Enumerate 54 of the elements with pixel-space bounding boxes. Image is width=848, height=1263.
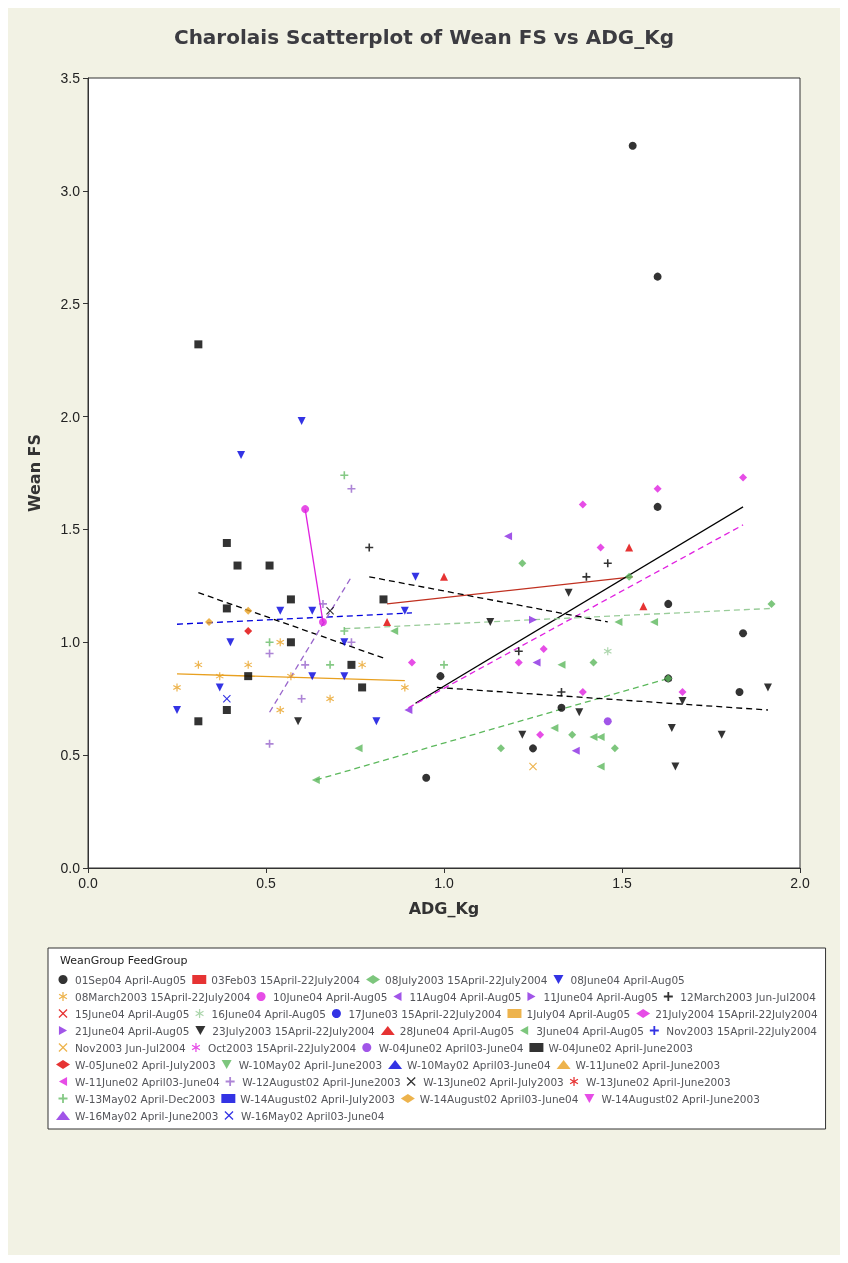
legend-title: WeanGroup FeedGroup xyxy=(60,954,188,967)
legend-label: 08June04 April-Aug05 xyxy=(570,973,685,986)
legend-label: 01Sep04 April-Aug05 xyxy=(75,973,187,986)
legend-label: 16June04 April-Aug05 xyxy=(211,1007,326,1020)
legend-label: Oct2003 15April-22July2004 xyxy=(207,1041,357,1054)
legend-label: W-11June02 April03-June04 xyxy=(75,1075,220,1088)
legend-label: W-14August02 April03-June04 xyxy=(419,1092,579,1105)
legend-label: 08July2003 15April-22July2004 xyxy=(385,973,548,986)
x-tick-label: 0.5 xyxy=(256,875,276,891)
legend-label: 15June04 April-Aug05 xyxy=(75,1007,190,1020)
legend-label: W-16May02 April-June2003 xyxy=(75,1109,219,1122)
legend-label: 10June04 April-Aug05 xyxy=(273,990,388,1003)
x-tick-label: 2.0 xyxy=(790,875,810,891)
legend-label: 28June04 April-Aug05 xyxy=(399,1024,515,1037)
legend-label: 08March2003 15April-22July2004 xyxy=(75,990,251,1003)
legend-label: W-13June02 April-June2003 xyxy=(586,1075,731,1088)
y-tick-label: 0.5 xyxy=(60,747,81,764)
legend-label: W-16May02 April03-June04 xyxy=(240,1109,385,1122)
legend-label: 1July04 April-Aug05 xyxy=(526,1007,631,1020)
legend-label: 3June04 April-Aug05 xyxy=(536,1024,644,1037)
legend-label: 12March2003 Jun-Jul2004 xyxy=(680,990,817,1003)
legend-label: W-14August02 April-June2003 xyxy=(601,1092,760,1105)
legend-label: 21June04 April-Aug05 xyxy=(75,1024,190,1037)
legend-label: W-04June02 April03-June04 xyxy=(378,1041,524,1054)
legend-label: W-14August02 April-July2003 xyxy=(240,1092,395,1105)
legend-label: W-10May02 April-June2003 xyxy=(238,1058,383,1071)
y-tick-label: 0.0 xyxy=(60,860,81,876)
y-tick-label: 3.0 xyxy=(60,182,81,199)
x-tick-label: 0.0 xyxy=(78,875,98,891)
chart-title: Charolais Scatterplot of Wean FS vs ADG_Kg xyxy=(173,25,675,49)
y-tick-label: 1.0 xyxy=(60,634,81,651)
y-axis-title: Wean FS xyxy=(24,433,44,513)
legend-label: W-13May02 April-Dec2003 xyxy=(75,1092,216,1105)
legend-label: W-13June02 April-July2003 xyxy=(423,1075,564,1088)
x-tick-label: 1.0 xyxy=(434,875,454,891)
x-axis-title: ADG_Kg xyxy=(408,898,480,918)
legend-label: 23July2003 15April-22July2004 xyxy=(212,1024,376,1037)
legend-label: W-04June02 April-June2003 xyxy=(548,1041,694,1054)
legend-label: 21July2004 15April-22July2004 xyxy=(655,1007,818,1020)
y-tick-label: 1.5 xyxy=(60,521,81,538)
legend-label: 11Aug04 April-Aug05 xyxy=(409,990,522,1003)
legend-label: 11June04 April-Aug05 xyxy=(543,990,658,1003)
legend-label: Nov2003 Jun-Jul2004 xyxy=(75,1041,187,1054)
legend-label: W-12August02 April-June2003 xyxy=(242,1075,401,1088)
x-tick-label: 1.5 xyxy=(612,875,632,891)
legend-label: W-05June02 April-July2003 xyxy=(75,1058,216,1071)
legend-label: 17June03 15April-22July2004 xyxy=(348,1007,502,1020)
legend-label: W-10May02 April03-June04 xyxy=(407,1058,551,1071)
legend-label: Nov2003 15April-22July2004 xyxy=(666,1024,818,1037)
legend-label: 03Feb03 15April-22July2004 xyxy=(211,973,361,986)
y-tick-label: 3.5 xyxy=(60,70,81,86)
legend-label: W-11June02 April-June2003 xyxy=(575,1058,721,1071)
y-tick-label: 2.5 xyxy=(60,295,81,312)
y-tick-label: 2.0 xyxy=(60,408,81,425)
